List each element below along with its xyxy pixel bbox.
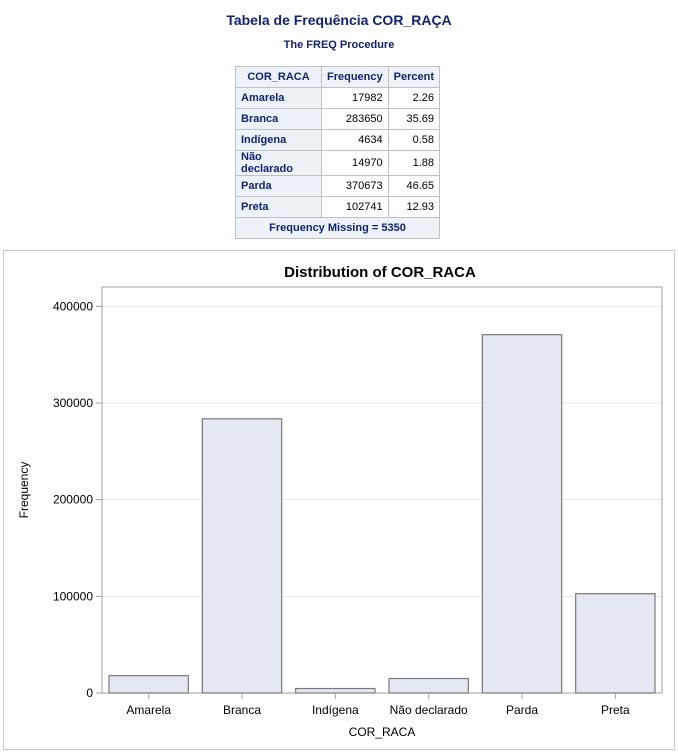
row-frequency: 283650 [321,108,389,130]
bars [108,334,656,694]
x-tick-label: Parda [506,703,538,717]
row-percent: 46.65 [387,175,441,197]
x-tick-label: Amarela [126,703,171,717]
column-header-category: COR_RACA [235,66,322,88]
row-label: Preta [235,196,322,218]
table-row: Indígena 4634 0.58 [235,129,441,151]
y-axis-label: Frequency [17,462,31,519]
column-header-percent: Percent [387,66,441,88]
y-tick-label: 100000 [53,589,93,603]
y-tick-label: 400000 [53,299,93,313]
x-axis-ticks: Amarela Branca Indígena Não declarado Parda P… [126,693,630,717]
y-tick-label: 300000 [53,396,93,410]
frequency-table: COR_RACA Frequency Percent Amarela 17982… [235,66,441,239]
chart-title: Distribution of COR_RACA [284,264,476,281]
table-row: Não declarado 14970 1.88 [235,150,441,176]
y-tick-label: 200000 [53,493,93,507]
x-tick-label: Não declarado [390,703,468,717]
row-label: Amarela [235,87,322,109]
table-row: Branca 283650 35.69 [235,108,441,130]
row-frequency: 17982 [321,87,389,109]
row-label: Parda [235,175,322,197]
table-row: Amarela 17982 2.26 [235,87,441,109]
row-frequency: 102741 [321,196,389,218]
x-tick-label: Preta [601,703,630,717]
table-footer-row: Frequency Missing = 5350 [235,217,440,239]
gridlines [102,305,662,597]
bar [108,675,189,694]
bar [575,593,656,694]
bar [481,334,563,694]
x-axis-label: COR_RACA [349,725,416,739]
row-percent: 0.58 [387,129,441,151]
bar [388,677,469,694]
row-frequency: 14970 [321,150,389,176]
row-label: Não declarado [235,150,322,176]
page-title: Tabela de Frequência COR_RAÇA [226,12,452,28]
row-frequency: 370673 [321,175,389,197]
table-row: Preta 102741 12.93 [235,196,441,218]
bar-chart: Distribution of COR_RACA 0 100000 200000 30… [17,264,663,739]
bar [295,687,376,694]
bar [201,418,283,694]
frequency-missing-note: Frequency Missing = 5350 [235,217,440,239]
row-percent: 2.26 [387,87,441,109]
row-percent: 1.88 [387,150,441,176]
row-percent: 12.93 [387,196,441,218]
y-tick-label: 0 [86,686,93,700]
x-tick-label: Indígena [312,703,359,717]
column-header-frequency: Frequency [321,66,389,88]
plot-area [101,286,663,694]
x-tick-label: Branca [223,703,261,717]
chart-frame: Distribution of COR_RACA 0 100000 200000 30… [3,250,675,750]
y-axis-ticks: 0 100000 200000 300000 400000 [53,299,102,700]
row-label: Branca [235,108,322,130]
row-percent: 35.69 [387,108,441,130]
table-header-row: COR_RACA Frequency Percent [235,66,441,88]
row-frequency: 4634 [321,129,389,151]
row-label: Indígena [235,129,322,151]
procedure-subtitle: The FREQ Procedure [283,39,395,51]
table-row: Parda 370673 46.65 [235,175,441,197]
